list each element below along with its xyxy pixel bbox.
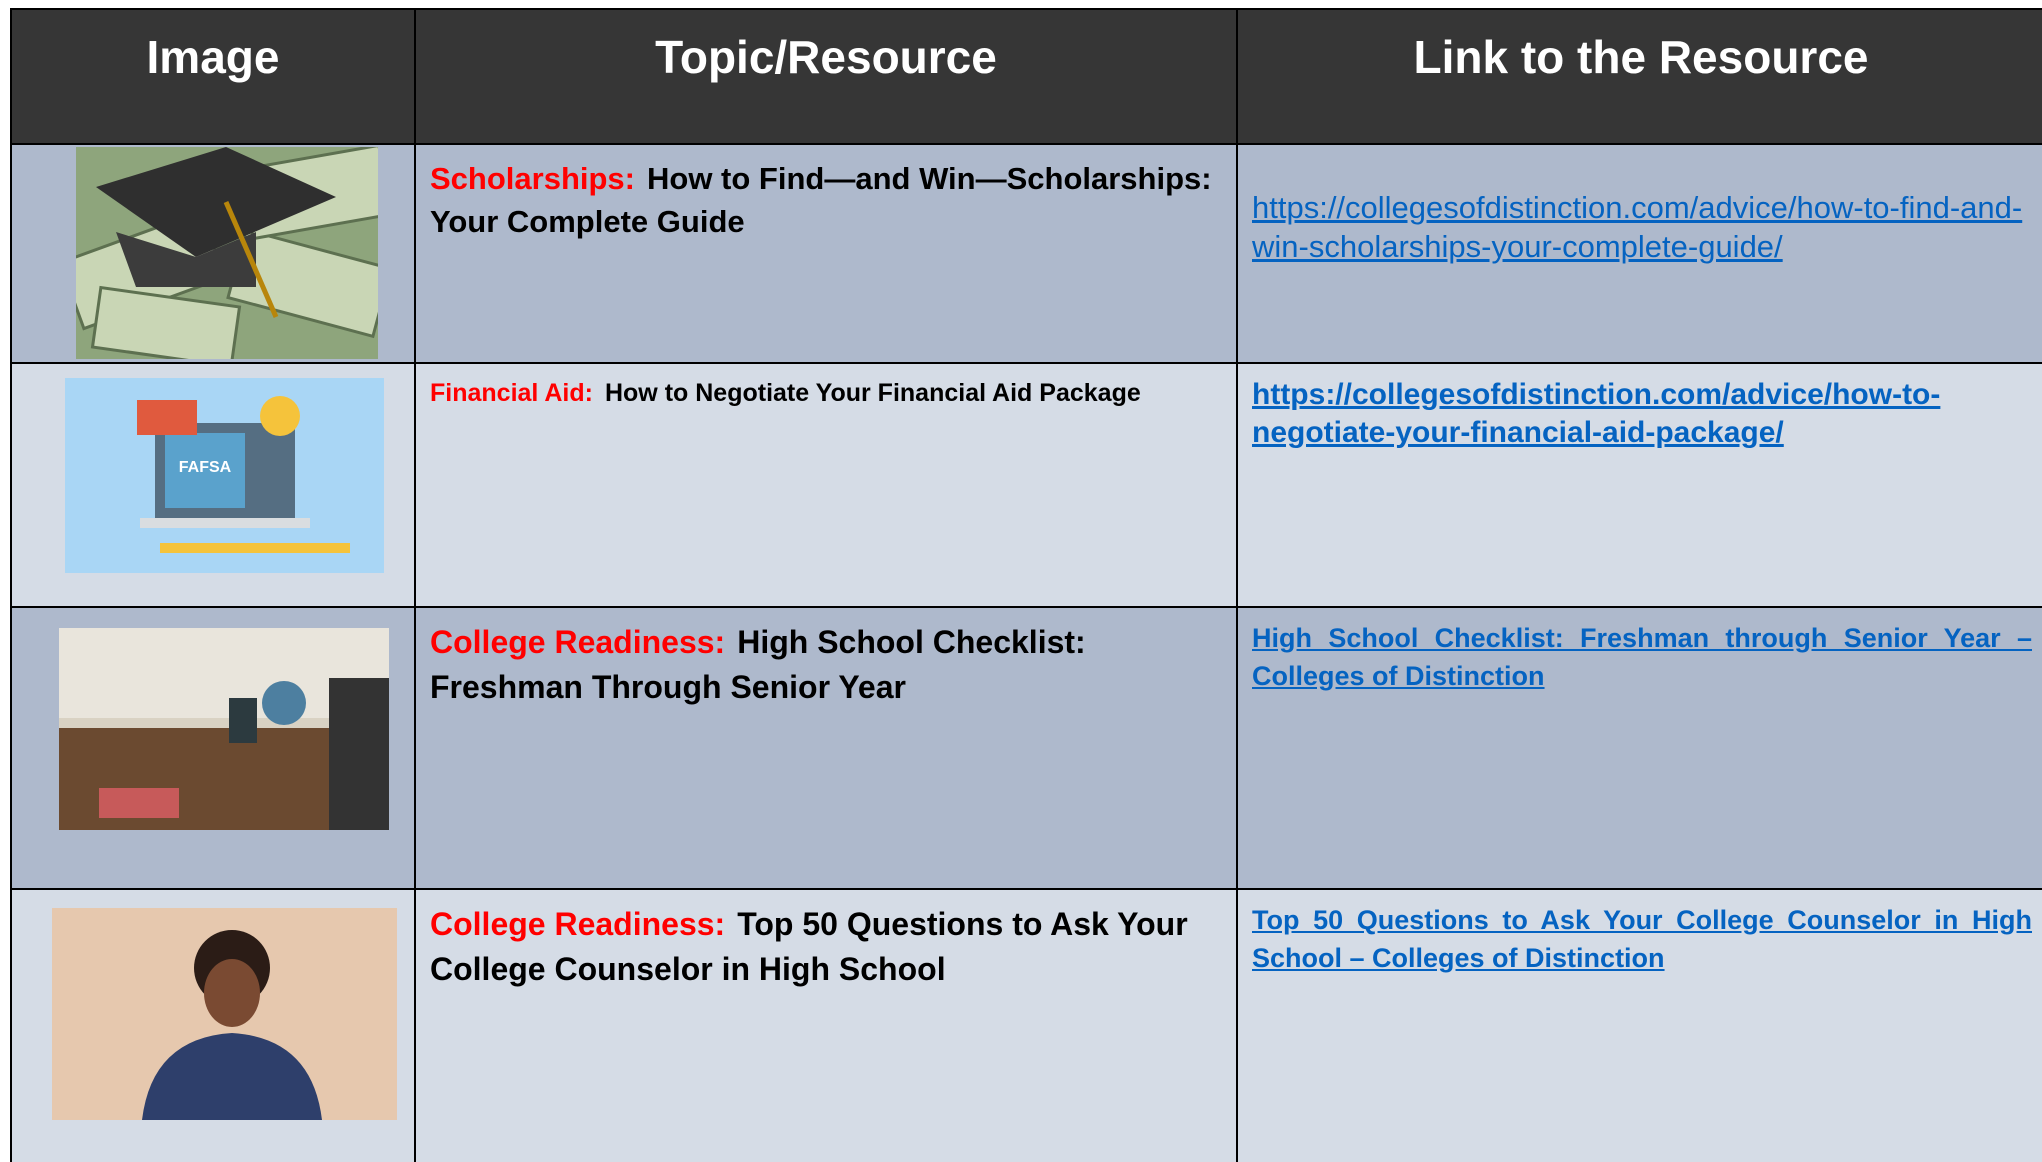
header-text: Topic/Resource xyxy=(655,31,997,83)
resource-link[interactable]: High School Checklist: Freshman through … xyxy=(1252,623,2032,691)
student-image xyxy=(52,908,397,1120)
topic-title: How to Negotiate Your Financial Aid Pack… xyxy=(604,379,1141,407)
study-desk-image xyxy=(59,628,389,830)
link-cell: Top 50 Questions to Ask Your College Cou… xyxy=(1236,888,2042,1162)
resource-link[interactable]: https://collegesofdistinction.com/advice… xyxy=(1252,378,1941,449)
resource-link[interactable]: Top 50 Questions to Ask Your College Cou… xyxy=(1252,905,2032,973)
header-text: Link to the Resource xyxy=(1413,31,1869,83)
fafsa-image: FAFSA xyxy=(65,378,384,573)
link-cell: https://collegesofdistinction.com/advice… xyxy=(1236,143,2042,364)
header-cell: Image xyxy=(10,8,416,145)
topic-cell: Scholarships: How to Find—and Win—Scholar… xyxy=(414,143,1238,364)
topic-title: High School Checklist: Freshman Through … xyxy=(430,624,1086,705)
svg-text:FAFSA: FAFSA xyxy=(179,459,232,476)
header-cell: Topic/Resource xyxy=(414,8,1238,145)
resource-link[interactable]: https://collegesofdistinction.com/advice… xyxy=(1252,190,2023,264)
topic-cell: Financial Aid: How to Negotiate Your Fina… xyxy=(414,362,1238,608)
topic-cell: College Readiness: Top 50 Questions to As… xyxy=(414,888,1238,1162)
header-text: Image xyxy=(146,31,280,83)
topic-category: College Readiness: xyxy=(430,906,726,942)
link-cell: https://collegesofdistinction.com/advice… xyxy=(1236,362,2042,608)
topic-category: College Readiness: xyxy=(430,624,726,660)
scholarship-image xyxy=(76,147,378,359)
topic-category: Financial Aid: xyxy=(430,379,593,407)
header-cell: Link to the Resource xyxy=(1236,8,2042,145)
topic-title: How to Find—and Win—Scholarships: Your C… xyxy=(430,161,1212,240)
link-cell: High School Checklist: Freshman through … xyxy=(1236,606,2042,890)
topic-category: Scholarships: xyxy=(430,161,635,196)
topic-title: Top 50 Questions to Ask Your College Cou… xyxy=(430,906,1188,987)
topic-cell: College Readiness: High School Checklist:… xyxy=(414,606,1238,890)
